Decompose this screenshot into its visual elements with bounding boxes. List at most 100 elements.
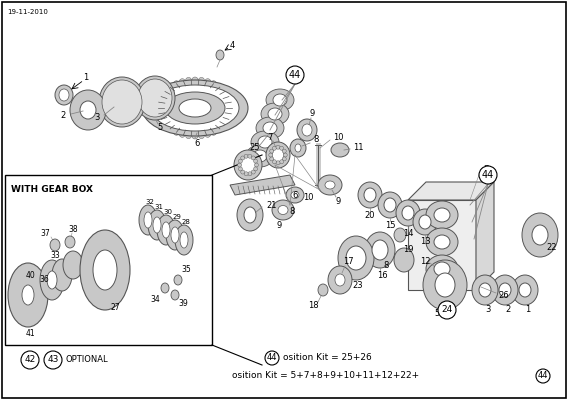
Circle shape	[44, 351, 62, 369]
Ellipse shape	[276, 145, 280, 149]
Text: 1: 1	[525, 306, 531, 314]
Ellipse shape	[139, 205, 157, 235]
Ellipse shape	[65, 236, 75, 248]
Text: 19-11-2010: 19-11-2010	[7, 9, 48, 15]
Text: 28: 28	[182, 219, 190, 225]
Ellipse shape	[251, 131, 279, 153]
Text: 11: 11	[353, 144, 364, 152]
Bar	[408, 200, 476, 290]
Ellipse shape	[168, 126, 174, 132]
Text: 12: 12	[420, 258, 430, 266]
Ellipse shape	[204, 131, 211, 137]
Ellipse shape	[173, 81, 179, 87]
Ellipse shape	[435, 273, 455, 297]
Ellipse shape	[335, 274, 345, 286]
Ellipse shape	[175, 225, 193, 255]
Ellipse shape	[216, 126, 222, 132]
Ellipse shape	[179, 79, 185, 85]
Ellipse shape	[295, 144, 301, 152]
Ellipse shape	[270, 149, 274, 153]
Text: 6: 6	[194, 138, 200, 148]
Circle shape	[21, 351, 39, 369]
Ellipse shape	[413, 209, 437, 235]
Ellipse shape	[258, 136, 272, 148]
Text: 19: 19	[403, 246, 414, 254]
Polygon shape	[476, 182, 494, 290]
Ellipse shape	[173, 129, 179, 135]
Ellipse shape	[22, 285, 34, 305]
Ellipse shape	[155, 105, 161, 111]
Ellipse shape	[254, 163, 258, 167]
Text: 22: 22	[547, 242, 557, 252]
Ellipse shape	[364, 188, 376, 202]
Ellipse shape	[162, 222, 170, 238]
Ellipse shape	[318, 284, 328, 296]
Ellipse shape	[99, 77, 145, 127]
Text: 8: 8	[314, 136, 319, 144]
Ellipse shape	[434, 262, 450, 276]
Ellipse shape	[220, 87, 227, 93]
Ellipse shape	[239, 159, 243, 163]
Ellipse shape	[224, 119, 230, 125]
Ellipse shape	[519, 283, 531, 297]
Text: 21: 21	[267, 200, 277, 210]
Ellipse shape	[144, 212, 152, 228]
Ellipse shape	[160, 119, 166, 125]
Circle shape	[265, 351, 279, 365]
Ellipse shape	[394, 248, 414, 272]
Ellipse shape	[346, 246, 366, 270]
Text: 23: 23	[353, 282, 364, 290]
Ellipse shape	[102, 80, 142, 124]
Text: osition Kit = 25+26: osition Kit = 25+26	[283, 354, 371, 362]
Ellipse shape	[145, 87, 165, 109]
Ellipse shape	[59, 89, 69, 101]
Ellipse shape	[70, 90, 106, 130]
Ellipse shape	[138, 79, 172, 117]
Text: 38: 38	[68, 224, 78, 234]
Ellipse shape	[135, 76, 175, 120]
Text: 36: 36	[39, 276, 49, 284]
Ellipse shape	[263, 122, 277, 134]
Ellipse shape	[290, 139, 306, 157]
Ellipse shape	[220, 123, 227, 129]
Ellipse shape	[93, 250, 117, 290]
Text: 33: 33	[50, 250, 60, 260]
Ellipse shape	[80, 101, 96, 119]
Ellipse shape	[318, 175, 342, 195]
Ellipse shape	[273, 160, 277, 164]
Circle shape	[438, 301, 456, 319]
Text: 30: 30	[164, 209, 173, 215]
Text: 8: 8	[383, 260, 389, 270]
Ellipse shape	[157, 96, 163, 102]
Text: 24: 24	[441, 306, 453, 314]
Ellipse shape	[164, 123, 170, 129]
Ellipse shape	[153, 217, 161, 233]
Ellipse shape	[157, 215, 175, 245]
Text: 15: 15	[385, 220, 395, 230]
Text: 10: 10	[333, 134, 343, 142]
Ellipse shape	[248, 172, 252, 176]
Ellipse shape	[171, 227, 179, 243]
Circle shape	[536, 369, 550, 383]
Ellipse shape	[198, 132, 204, 138]
Ellipse shape	[302, 124, 312, 136]
Text: 17: 17	[343, 258, 353, 266]
Ellipse shape	[522, 213, 558, 257]
Ellipse shape	[50, 239, 60, 251]
Ellipse shape	[273, 146, 277, 150]
Ellipse shape	[244, 207, 256, 223]
Ellipse shape	[174, 275, 182, 285]
Ellipse shape	[372, 240, 388, 260]
Ellipse shape	[394, 228, 406, 242]
Text: 9: 9	[310, 108, 315, 118]
Circle shape	[479, 166, 497, 184]
Ellipse shape	[472, 275, 498, 305]
Text: 32: 32	[145, 199, 154, 205]
Ellipse shape	[47, 271, 57, 289]
Ellipse shape	[211, 129, 216, 135]
Text: 40: 40	[25, 270, 35, 280]
Text: 4: 4	[229, 40, 235, 50]
Ellipse shape	[251, 156, 255, 160]
Ellipse shape	[204, 79, 211, 85]
Ellipse shape	[171, 290, 179, 300]
